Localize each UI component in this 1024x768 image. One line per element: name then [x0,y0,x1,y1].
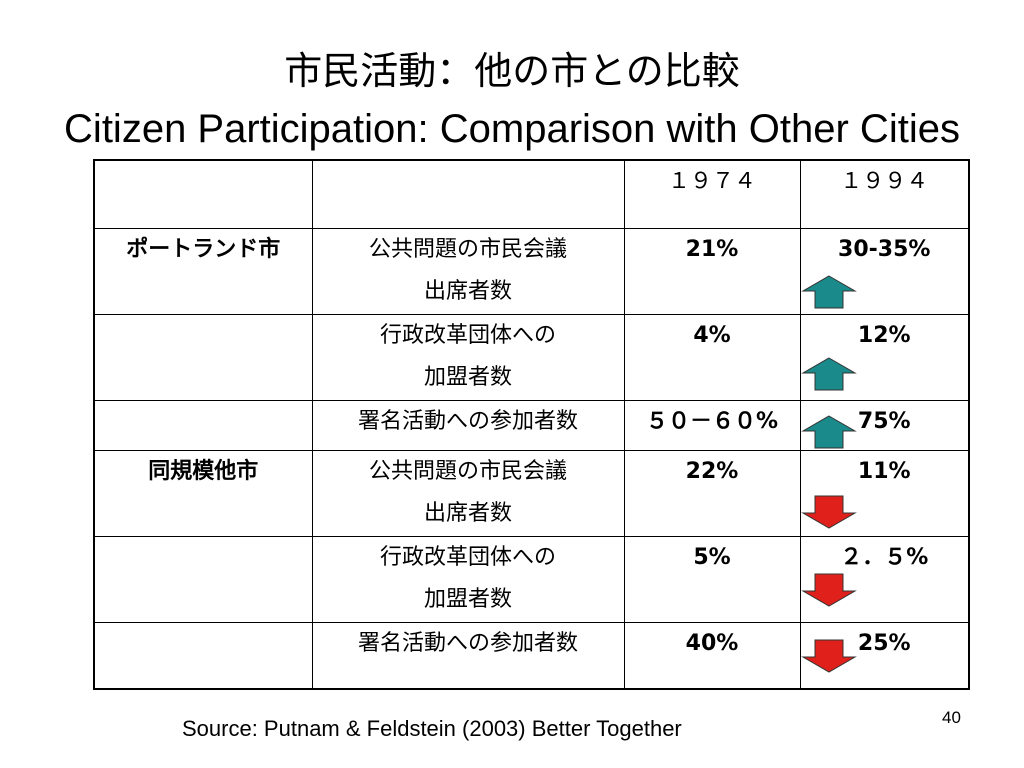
up-arrow-icon [800,275,857,309]
item-name-line1: 行政改革団体への [379,322,556,348]
down-arrow-icon [800,639,857,673]
page-number: 40 [942,708,961,727]
city-name [93,536,313,624]
title-japanese: 市民活動：他の市との比較 [284,49,740,93]
item-name-line2: 出席者数 [423,278,512,304]
item-name-line1: 公共問題の市民会議 [368,236,567,262]
table-row: 署名活動への参加者数 40% 25% [93,622,970,690]
city-name [93,399,313,452]
item-name-line2: 出席者数 [423,501,512,527]
value-1974: 4% [623,313,801,401]
value-1974: ５０－６０% [623,399,801,452]
item-name-line1: 行政改革団体への [379,545,556,571]
value-1994: 11% [857,459,911,485]
up-arrow-icon [800,415,857,449]
city-name [93,313,313,401]
table-row: 行政改革団体への 加盟者数 5% ２．５% [93,536,970,624]
value-1974: 22% [623,450,801,538]
header-blank-item [311,159,625,229]
value-1994-cell: 75% [799,399,970,452]
up-arrow-icon [800,357,857,391]
item-name: 公共問題の市民会議 出席者数 [311,450,625,538]
item-name: 署名活動への参加者数 [311,399,625,452]
item-name-line2: 加盟者数 [423,587,512,613]
table-row: ポートランド市 公共問題の市民会議 出席者数 21% 30-35% [93,227,970,315]
header-year-1974: １９７４ [623,159,801,229]
value-1994: ２．５% [840,545,929,571]
header-row: １９７４ １９９４ [93,159,970,229]
header-year-1994: １９９４ [799,159,970,229]
item-name-line1: 公共問題の市民会議 [368,459,567,485]
city-name: 同規模他市 [93,450,313,538]
city-name: ポートランド市 [93,227,313,315]
city-name [93,622,313,690]
item-name-line1: 署名活動への参加者数 [357,631,578,657]
down-arrow-icon [800,573,857,607]
comparison-table: １９７４ １９９４ ポートランド市 公共問題の市民会議 出席者数 21% 30-… [93,159,970,690]
value-1994-cell: ２．５% [799,536,970,624]
value-1994: 25% [857,631,911,657]
item-name: 公共問題の市民会議 出席者数 [311,227,625,315]
value-1974: 5% [623,536,801,624]
value-1974: 21% [623,227,801,315]
value-1994-cell: 12% [799,313,970,401]
item-name: 署名活動への参加者数 [311,622,625,690]
value-1994: 12% [857,322,911,348]
item-name-line2: 加盟者数 [423,364,512,390]
header-blank-city [93,159,313,229]
table-row: 同規模他市 公共問題の市民会議 出席者数 22% 11% [93,450,970,538]
value-1994-cell: 25% [799,622,970,690]
table-row: 行政改革団体への 加盟者数 4% 12% [93,313,970,401]
item-name-line1: 署名活動への参加者数 [357,408,578,434]
value-1994: 75% [857,408,911,434]
title-english: Citizen Participation: Comparison with O… [64,107,960,151]
item-name: 行政改革団体への 加盟者数 [311,313,625,401]
item-name: 行政改革団体への 加盟者数 [311,536,625,624]
table-row: 署名活動への参加者数 ５０－６０% 75% [93,399,970,452]
value-1994-cell: 11% [799,450,970,538]
value-1974: 40% [623,622,801,690]
value-1994-cell: 30-35% [799,227,970,315]
source-citation: Source: Putnam & Feldstein (2003) Better… [182,716,682,741]
value-1994: 30-35% [838,236,931,262]
down-arrow-icon [800,495,857,529]
